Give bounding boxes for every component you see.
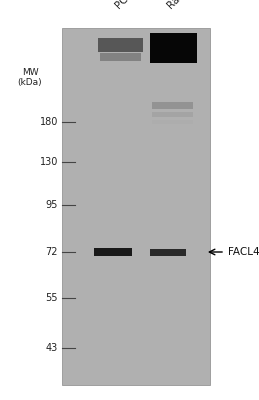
Bar (100, 53, 141, 61)
Text: 43: 43 (46, 343, 58, 353)
Text: 180: 180 (40, 117, 58, 127)
Text: Rat2: Rat2 (165, 0, 189, 10)
Bar (152, 112, 193, 117)
Bar (98, 38, 143, 52)
Bar (150, 33, 197, 63)
Bar (150, 249, 186, 256)
Text: 95: 95 (46, 200, 58, 210)
Bar (152, 120, 193, 124)
Text: FACL4: FACL4 (228, 247, 259, 257)
Text: MW
(kDa): MW (kDa) (18, 68, 42, 87)
Bar (94, 248, 132, 256)
Text: PC-12: PC-12 (113, 0, 142, 10)
Text: 72: 72 (46, 247, 58, 257)
Bar (62, 28, 210, 385)
Bar (152, 102, 193, 109)
Text: 130: 130 (40, 157, 58, 167)
Text: 55: 55 (46, 293, 58, 303)
